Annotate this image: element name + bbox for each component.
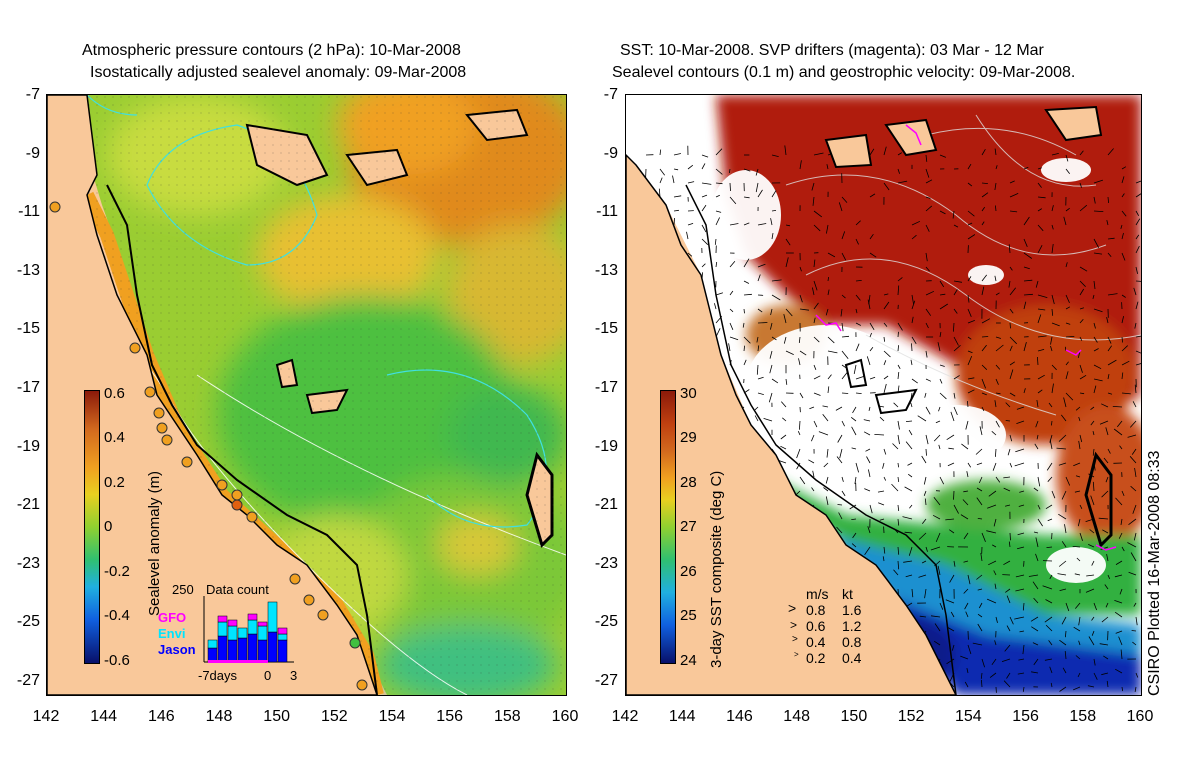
y-tick-label: -15 — [594, 320, 618, 338]
data-count-xlabel: 0 — [264, 668, 272, 683]
y-tick-label: -23 — [594, 554, 618, 572]
sst-colorbar-tick: 26 — [680, 563, 697, 580]
velocity-legend-kt: 1.6 — [842, 602, 862, 618]
x-tick-label: 150 — [840, 708, 868, 725]
x-tick-label: 156 — [1012, 708, 1039, 725]
x-tick-label: 146 — [147, 708, 175, 725]
y-tick-label: -7 — [603, 86, 618, 103]
y-tick-label: -25 — [594, 613, 618, 631]
x-tick-label: 152 — [320, 708, 348, 725]
sst-colorbar — [660, 390, 676, 664]
y-tick-label: -11 — [18, 203, 40, 221]
right-title-line1: SST: 10-Mar-2008. SVP drifters (magenta)… — [620, 42, 1044, 59]
velocity-legend-ms: 0.2 — [806, 650, 826, 666]
x-tick-label: 150 — [263, 708, 290, 725]
y-tick-label: -19 — [16, 437, 40, 455]
velocity-legend-kt: 1.2 — [842, 618, 862, 634]
sealevel-anomaly-field — [47, 95, 566, 695]
data-count-xlabel: -7days — [198, 668, 238, 683]
sst-colorbar-tick: 28 — [680, 474, 697, 491]
data-count-xlabel: 3 — [290, 668, 298, 683]
data-count-histogram — [203, 596, 294, 663]
y-tick-label: -23 — [16, 554, 40, 572]
velocity-legend-header-ms: m/s — [806, 586, 829, 602]
x-tick-label: 144 — [90, 708, 117, 725]
y-tick-label: -21 — [594, 496, 618, 514]
sst-field — [626, 95, 1141, 695]
x-tick-label: 160 — [551, 708, 579, 725]
sealevel-colorbar-tick: -0.6 — [104, 652, 130, 669]
y-tick-label: -15 — [16, 320, 40, 338]
velocity-legend-kt: 0.8 — [842, 634, 862, 650]
sealevel-colorbar — [84, 390, 100, 664]
credit-label: CSIRO Plotted 16-Mar-2008 08:33 — [1146, 450, 1163, 696]
sealevel-colorbar-tick: -0.4 — [104, 607, 130, 624]
velocity-legend-arrow: > — [792, 634, 798, 645]
velocity-legend-arrow: > — [788, 600, 797, 616]
x-tick-label: 144 — [668, 708, 696, 725]
y-tick-label: -19 — [594, 437, 618, 455]
velocity-legend-ms: 0.8 — [806, 602, 826, 618]
y-tick-label: -27 — [16, 672, 40, 689]
satellite-label-envi: Envi — [158, 626, 186, 641]
x-tick-label: 160 — [1126, 708, 1154, 725]
velocity-legend-arrow: > — [794, 650, 799, 659]
sst-colorbar-tick: 29 — [680, 429, 697, 446]
right-title-line2: Sealevel contours (0.1 m) and geostrophi… — [612, 64, 1076, 81]
y-tick-label: -27 — [594, 672, 618, 689]
x-tick-label: 154 — [954, 708, 982, 725]
x-tick-label: 148 — [783, 708, 810, 725]
y-tick-label: -11 — [596, 203, 618, 221]
x-tick-label: 158 — [493, 708, 521, 725]
sst-map — [625, 94, 1142, 696]
sst-colorbar-tick: 24 — [680, 652, 697, 669]
y-tick-label: -13 — [16, 261, 40, 279]
satellite-label-gfo: GFO — [158, 610, 187, 625]
y-tick-label: -9 — [603, 144, 618, 162]
velocity-legend-arrow: > — [790, 618, 798, 632]
velocity-legend-header-kt: kt — [842, 586, 853, 602]
y-tick-label: -25 — [16, 613, 40, 631]
sealevel-colorbar-tick: 0.6 — [104, 385, 125, 402]
data-count-title: Data count — [206, 582, 269, 597]
sealevel-colorbar-label: Sealevel anomaly (m) — [146, 470, 163, 616]
sst-colorbar-label: 3-day SST composite (deg C) — [708, 470, 725, 668]
x-tick-label: 156 — [436, 708, 463, 725]
sst-colorbar-tick: 30 — [680, 385, 697, 402]
x-tick-label: 148 — [205, 708, 233, 725]
left-title-line2: Isostatically adjusted sealevel anomaly:… — [90, 64, 467, 81]
y-tick-label: -17 — [16, 379, 40, 396]
y-tick-label: -17 — [594, 379, 618, 396]
data-count-max: 250 — [172, 582, 194, 597]
y-tick-label: -9 — [25, 144, 40, 162]
y-tick-label: -21 — [16, 496, 40, 514]
sealevel-colorbar-tick: 0.2 — [104, 474, 125, 491]
velocity-legend-kt: 0.4 — [842, 650, 862, 666]
sst-colorbar-tick: 27 — [680, 518, 697, 535]
x-tick-label: 154 — [378, 708, 406, 725]
sealevel-colorbar-tick: 0.4 — [104, 429, 125, 446]
sealevel-colorbar-tick: 0 — [104, 518, 113, 535]
left-title-line1: Atmospheric pressure contours (2 hPa): 1… — [82, 42, 461, 59]
sst-colorbar-tick: 25 — [680, 607, 697, 624]
satellite-label-jason: Jason — [158, 642, 196, 657]
x-tick-label: 142 — [611, 708, 639, 725]
x-tick-label: 146 — [726, 708, 753, 725]
x-tick-label: 158 — [1069, 708, 1097, 725]
x-tick-label: 152 — [897, 708, 925, 725]
y-tick-label: -13 — [594, 261, 618, 279]
x-tick-label: 142 — [32, 708, 60, 725]
velocity-legend-ms: 0.6 — [806, 618, 826, 634]
y-tick-label: -7 — [25, 86, 40, 103]
velocity-legend-ms: 0.4 — [806, 634, 826, 650]
sealevel-anomaly-map — [46, 94, 567, 696]
sealevel-colorbar-tick: -0.2 — [104, 563, 130, 580]
